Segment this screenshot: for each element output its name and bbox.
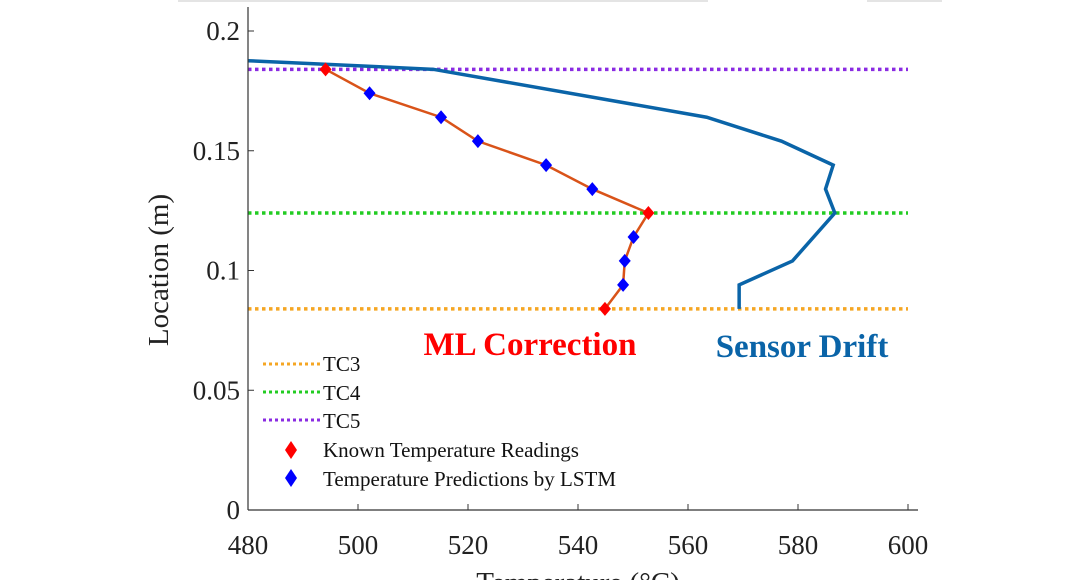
- known-reading-marker: [319, 62, 332, 77]
- y-tick-label: 0.2: [206, 16, 240, 46]
- x-tick-label: 580: [778, 530, 819, 560]
- sensor-drift-annotation: Sensor Drift: [716, 329, 889, 365]
- lstm-prediction-marker: [540, 158, 553, 173]
- y-tick-label: 0.05: [193, 375, 240, 405]
- top-strip-left: [178, 0, 708, 2]
- x-axis-title: Temperature (°C): [476, 567, 680, 580]
- x-tick-label: 500: [338, 530, 379, 560]
- lstm-prediction-marker: [363, 86, 376, 101]
- legend-known-marker: [285, 441, 297, 459]
- legend-lstm-marker: [285, 469, 297, 487]
- reference-lines: [248, 67, 908, 311]
- legend-lstm-label: Temperature Predictions by LSTM: [323, 467, 616, 491]
- x-tick-label: 540: [558, 530, 599, 560]
- lstm-prediction-marker: [618, 253, 631, 268]
- top-strip-right: [867, 0, 942, 2]
- x-tick-label: 600: [888, 530, 929, 560]
- lstm-prediction-marker: [435, 110, 448, 125]
- legend-tc4-label: TC4: [323, 381, 361, 405]
- legend-tc5-label: TC5: [323, 409, 360, 433]
- x-tick-label: 520: [448, 530, 489, 560]
- legend: TC3 TC4 TC5 Known Temperature Readings T…: [263, 352, 616, 491]
- y-tick-label: 0: [227, 495, 241, 525]
- x-tick-label: 560: [668, 530, 709, 560]
- series-layer: [247, 58, 837, 316]
- y-tick-label: 0.1: [206, 256, 240, 286]
- legend-tc3-label: TC3: [323, 352, 360, 376]
- lstm-prediction-marker: [627, 229, 640, 244]
- lstm-prediction-marker: [586, 182, 599, 197]
- known-reading-marker: [642, 206, 655, 221]
- ml-correction-annotation: ML Correction: [424, 327, 637, 363]
- axes: 480 500 520 540 560 580 600 0 0.05 0.1 0.15 0.2: [193, 7, 929, 560]
- lstm-prediction-marker: [617, 277, 630, 292]
- sensor-drift-line: [247, 58, 837, 309]
- y-axis-title: Location (m): [143, 194, 175, 346]
- x-tick-label: 480: [228, 530, 269, 560]
- y-tick-label: 0.15: [193, 136, 240, 166]
- ml-correction-line: [324, 68, 651, 310]
- known-reading-marker: [598, 301, 611, 316]
- lstm-prediction-marker: [471, 134, 484, 149]
- legend-known-label: Known Temperature Readings: [323, 438, 579, 462]
